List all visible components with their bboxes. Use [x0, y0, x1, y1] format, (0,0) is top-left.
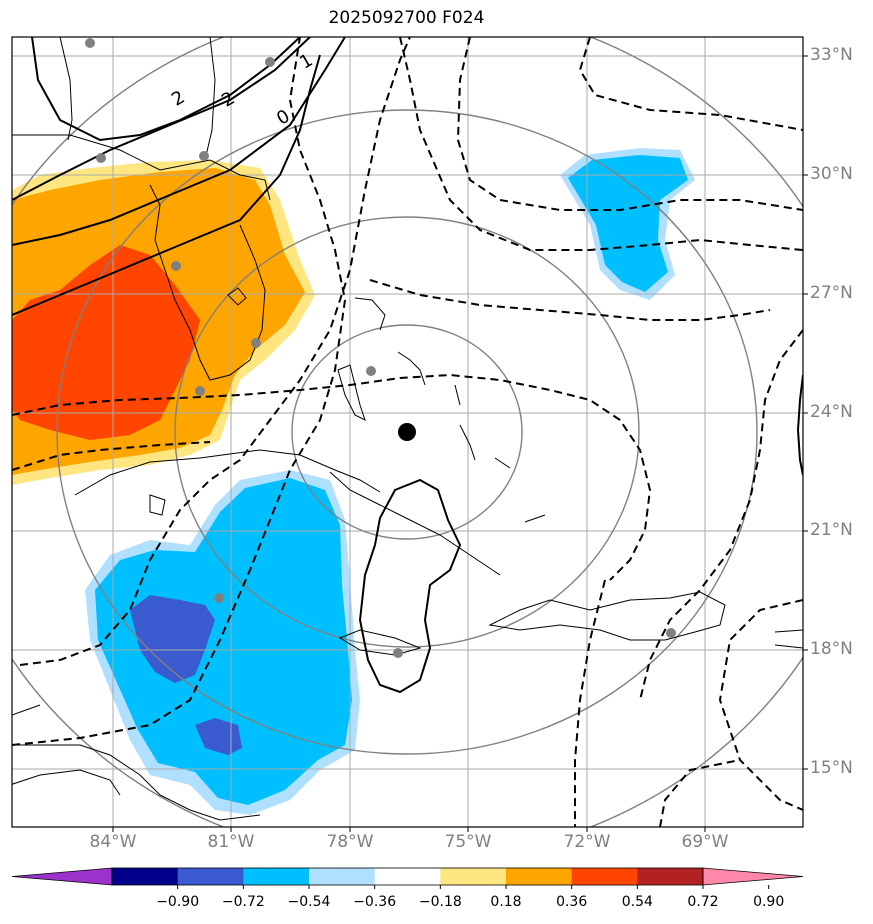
grid-lines [12, 37, 803, 827]
lat-label: 33°N [810, 45, 853, 65]
lat-label: 27°N [810, 283, 853, 303]
dashed-contours [12, 37, 803, 827]
colorbar-segment [506, 868, 573, 885]
contour-label: 1 [296, 50, 316, 74]
lat-label: 21°N [810, 520, 853, 540]
colorbar-tick-label: 0.72 [687, 894, 719, 910]
colorbar-segment [571, 868, 638, 885]
lat-label: 24°N [810, 402, 853, 422]
colorbar [11, 867, 804, 889]
colorbar-tick-label: −0.18 [418, 894, 462, 910]
colorbar-tick-label: 0.36 [556, 894, 588, 910]
colorbar-segment [440, 868, 507, 885]
axis-ticks [112, 55, 808, 832]
colorbar-tick-label: −0.72 [221, 894, 265, 910]
lon-label: 75°W [444, 832, 492, 852]
range-rings [12, 37, 803, 827]
contour-label: 2 [168, 87, 188, 111]
colorbar-segment [243, 868, 310, 885]
colorbar-outline [111, 867, 704, 886]
lat-label: 18°N [810, 639, 853, 659]
lon-label: 69°W [681, 832, 729, 852]
colorbar-tick-label: −0.36 [353, 894, 397, 910]
contour-label: 0 [273, 106, 293, 130]
colorbar-segment [309, 868, 376, 885]
lat-label: 15°N [810, 758, 853, 778]
station-markers [85, 38, 676, 658]
storm-center-marker [398, 423, 416, 441]
lon-label: 84°W [89, 832, 137, 852]
colorbar-segment [177, 868, 244, 885]
colorbar-tick-label: 0.18 [490, 894, 522, 910]
lon-label: 78°W [326, 832, 374, 852]
colorbar-tick-label: −0.54 [287, 894, 331, 910]
map-title: 2025092700 F024 [328, 8, 485, 28]
colorbar-segment [637, 868, 704, 885]
coastlines [12, 37, 803, 821]
colorbar-tick-label: −0.90 [156, 894, 200, 910]
colorbar-extend-low [11, 867, 113, 886]
colorbar-segment [112, 868, 179, 885]
lat-label: 30°N [810, 164, 853, 184]
lon-label: 72°W [563, 832, 611, 852]
colorbar-tick-label: 0.54 [621, 894, 653, 910]
colorbar-segment [374, 868, 441, 885]
shading-negative-east [560, 148, 695, 300]
solid-contours [12, 37, 803, 694]
shading-negative-south [85, 470, 360, 815]
map-frame [11, 36, 804, 828]
colorbar-tick-label: 0.90 [753, 894, 785, 910]
colorbar-extend-high [702, 867, 804, 886]
lon-label: 81°W [207, 832, 255, 852]
